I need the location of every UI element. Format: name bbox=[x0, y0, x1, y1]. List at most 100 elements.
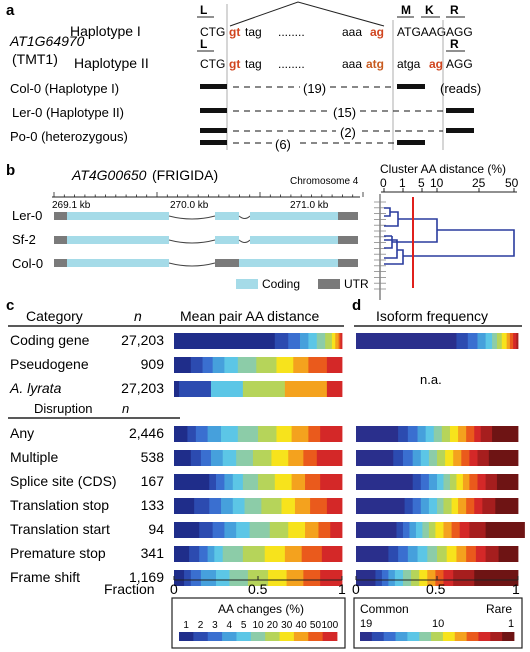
bar-segment bbox=[268, 570, 287, 586]
bar-segment bbox=[276, 426, 292, 442]
bar-segment bbox=[427, 570, 436, 586]
bar-segment bbox=[174, 333, 276, 349]
bar-segment bbox=[305, 474, 321, 490]
bar-segment bbox=[474, 498, 483, 514]
bar-segment bbox=[356, 498, 405, 514]
bar-segment bbox=[224, 522, 237, 538]
legend-coding-label: Coding bbox=[262, 277, 300, 291]
bar-segment bbox=[210, 450, 224, 466]
bar-segment bbox=[425, 426, 435, 442]
bar-segment bbox=[184, 570, 192, 586]
aa-legend-swatch bbox=[207, 632, 223, 641]
category-n: 27,203 bbox=[121, 332, 164, 348]
disruption-label: Multiple bbox=[10, 449, 58, 465]
bar-segment bbox=[199, 522, 214, 538]
hap2-codon-end: AGG bbox=[446, 57, 473, 71]
cluster-tick-10: 10 bbox=[430, 176, 444, 190]
bar-segment bbox=[443, 474, 451, 490]
bar-segment bbox=[449, 474, 457, 490]
bar-segment bbox=[420, 450, 430, 466]
disruption-label: Splice site (CDS) bbox=[10, 473, 117, 489]
bar-segment bbox=[207, 426, 222, 442]
fraction-label: Fraction bbox=[104, 581, 155, 597]
bar-segment bbox=[303, 570, 321, 586]
isoform-legend-swatch bbox=[442, 632, 456, 641]
bar-segment bbox=[305, 522, 319, 538]
bar-segment bbox=[237, 357, 257, 373]
bar-segment bbox=[469, 450, 478, 466]
bar-segment bbox=[209, 474, 217, 490]
aa-legend-swatch bbox=[250, 632, 266, 641]
bar-segment bbox=[402, 570, 412, 586]
category-label: A. lyrata bbox=[9, 380, 62, 396]
bar-segment bbox=[300, 333, 309, 349]
bar-segment bbox=[214, 546, 224, 562]
chromosome-label: Chromosome 4 bbox=[290, 176, 359, 187]
category-label: Pseudogene bbox=[10, 356, 89, 372]
bar-segment bbox=[236, 522, 250, 538]
bar-segment bbox=[474, 426, 482, 442]
kb-tick-2: 270.0 kb bbox=[170, 200, 209, 211]
cluster-dendrogram bbox=[384, 207, 515, 265]
bar-segment bbox=[202, 357, 214, 373]
gene-model-col0 bbox=[54, 259, 358, 267]
read-count-col0: (19) bbox=[303, 81, 326, 96]
bar-segment bbox=[330, 522, 343, 538]
isoform-legend-swatches bbox=[360, 632, 515, 641]
bar-segment bbox=[427, 546, 438, 562]
bar-segment bbox=[417, 426, 427, 442]
read-row-po0: Po-0 (heterozygous) bbox=[10, 129, 128, 144]
bar-segment bbox=[477, 450, 490, 466]
axis-c-tick-05: 0.5 bbox=[248, 581, 268, 597]
aa-legend-swatch bbox=[279, 632, 295, 641]
bar-segment bbox=[467, 333, 478, 349]
bar-segment bbox=[407, 426, 418, 442]
bar-segment bbox=[396, 522, 404, 538]
bar-segment bbox=[276, 357, 294, 373]
bar-segment bbox=[412, 450, 422, 466]
bar-segment bbox=[488, 450, 519, 466]
hap1-aa-left: L bbox=[200, 3, 207, 17]
disruption-label: Premature stop bbox=[10, 545, 106, 561]
bar-segment bbox=[443, 498, 452, 514]
bar-segment bbox=[412, 498, 422, 514]
cluster-tick-5: 5 bbox=[418, 176, 425, 190]
bar-segment bbox=[437, 450, 446, 466]
bar-segment bbox=[516, 333, 519, 349]
bar-segment bbox=[428, 450, 438, 466]
aa-legend-value: 1 bbox=[183, 620, 189, 631]
bar-segment bbox=[284, 381, 328, 397]
bar-segment bbox=[291, 474, 306, 490]
bar-segment bbox=[402, 522, 410, 538]
bar-segment bbox=[249, 522, 271, 538]
bar-segment bbox=[466, 426, 475, 442]
bar-segment bbox=[398, 546, 409, 562]
bar-segment bbox=[179, 381, 212, 397]
isoform-legend-swatch bbox=[419, 632, 432, 641]
hap1-dots: ........ bbox=[278, 25, 305, 39]
bar-segment bbox=[415, 522, 423, 538]
bar-segment bbox=[199, 546, 208, 562]
bar-segment bbox=[456, 546, 467, 562]
bar-segment bbox=[189, 546, 200, 562]
bar-segment bbox=[258, 426, 277, 442]
category-n: 909 bbox=[141, 356, 165, 372]
bar-segment bbox=[477, 333, 486, 349]
header-mean-distance: Mean pair AA distance bbox=[180, 308, 320, 324]
bar-segment bbox=[417, 546, 428, 562]
bar-segment bbox=[200, 450, 212, 466]
isoform-legend-1: 1 bbox=[508, 618, 514, 630]
bar-segment bbox=[428, 522, 436, 538]
aa-legend-swatch bbox=[236, 632, 252, 641]
bar-segment bbox=[485, 522, 525, 538]
isoform-legend-swatch bbox=[490, 632, 503, 641]
bar-segment bbox=[174, 498, 195, 514]
bar-segment bbox=[437, 474, 444, 490]
read-count-po0-b: (6) bbox=[275, 137, 291, 152]
bar-segment bbox=[316, 333, 326, 349]
isoform-legend-swatch bbox=[466, 632, 479, 641]
bar-segment bbox=[291, 426, 309, 442]
bar-segment bbox=[207, 546, 215, 562]
aa-legend-value: 30 bbox=[281, 620, 293, 631]
